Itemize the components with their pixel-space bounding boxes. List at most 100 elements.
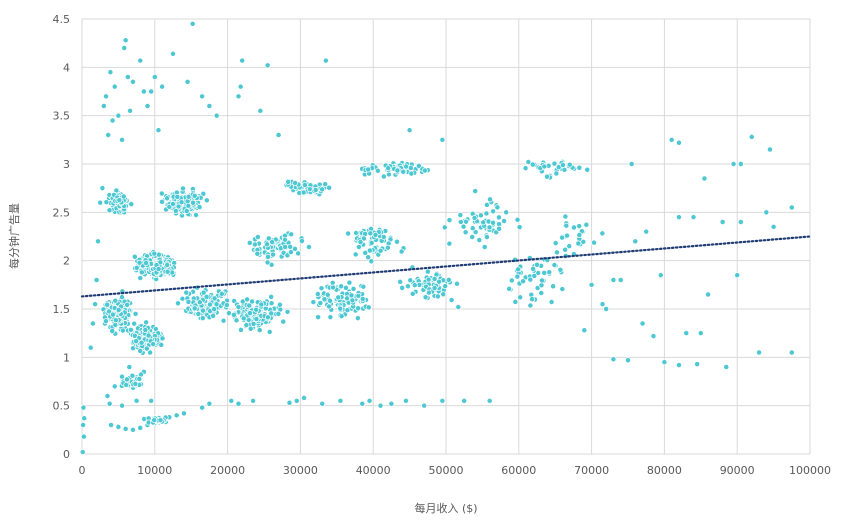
data-point <box>490 208 497 215</box>
data-point <box>527 302 534 309</box>
data-point <box>89 320 96 327</box>
data-point <box>525 159 532 165</box>
data-point <box>495 214 502 221</box>
data-point <box>268 310 275 317</box>
data-point <box>250 320 257 327</box>
data-point <box>552 240 559 247</box>
data-point <box>344 295 350 302</box>
data-point <box>377 247 384 254</box>
data-point <box>203 197 210 204</box>
data-point <box>530 265 537 272</box>
data-point <box>130 78 136 85</box>
data-point <box>576 164 583 171</box>
data-point <box>442 283 449 290</box>
data-point <box>196 299 203 306</box>
data-point <box>136 259 143 266</box>
data-point <box>138 269 145 276</box>
data-point <box>472 229 479 236</box>
data-point <box>306 244 312 250</box>
data-point <box>109 328 116 334</box>
data-point <box>610 356 617 363</box>
data-point <box>529 161 536 168</box>
data-point <box>372 231 379 238</box>
data-point <box>591 239 597 246</box>
data-point <box>544 173 550 180</box>
data-point <box>639 320 646 327</box>
data-point <box>148 88 155 95</box>
data-point <box>377 402 384 409</box>
data-point <box>196 204 203 211</box>
data-point <box>512 298 519 305</box>
data-point <box>566 161 573 168</box>
data-point <box>124 301 131 308</box>
data-point <box>151 250 158 257</box>
data-point <box>494 204 501 211</box>
linear-trendline <box>80 235 812 298</box>
data-point <box>469 225 476 232</box>
data-point <box>359 400 366 407</box>
data-point <box>81 415 88 422</box>
data-point <box>246 239 253 246</box>
data-point <box>514 273 521 280</box>
x-axis-title: 每月收入 ($) <box>414 501 477 515</box>
data-point <box>421 167 428 174</box>
data-point <box>548 299 555 305</box>
data-point <box>354 315 361 322</box>
x-tick-label: 20000 <box>210 464 245 477</box>
data-point <box>254 234 261 240</box>
data-point <box>183 208 190 215</box>
data-point <box>767 146 773 153</box>
y-tick-label: 1.5 <box>53 303 71 316</box>
data-point <box>486 224 493 231</box>
data-point <box>106 207 113 214</box>
data-point <box>517 294 524 301</box>
data-point <box>346 279 353 286</box>
y-tick-label: 4.5 <box>53 13 71 26</box>
data-point <box>210 312 216 319</box>
data-point <box>180 410 187 417</box>
data-point <box>683 330 690 337</box>
data-point <box>538 282 545 289</box>
data-point <box>327 297 334 304</box>
y-tick-label: 4 <box>63 61 70 74</box>
data-point <box>129 372 136 379</box>
data-point <box>185 298 192 305</box>
data-point <box>603 306 610 312</box>
data-point <box>676 362 682 369</box>
data-point <box>397 278 404 285</box>
data-point <box>394 238 400 245</box>
data-point <box>330 284 336 291</box>
data-point <box>191 192 198 199</box>
y-tick-label: 0.5 <box>53 400 71 413</box>
data-point <box>199 93 206 100</box>
data-point <box>200 190 207 197</box>
data-point <box>424 268 431 275</box>
data-point <box>158 190 165 197</box>
data-point <box>159 335 166 342</box>
data-point <box>119 327 126 334</box>
data-point <box>436 278 443 285</box>
y-tick-label: 2 <box>63 255 70 268</box>
data-point <box>461 397 468 404</box>
data-point <box>147 349 154 356</box>
data-point <box>425 276 432 283</box>
data-point <box>268 293 275 300</box>
data-point <box>326 184 333 191</box>
data-point <box>454 280 460 287</box>
data-point <box>650 333 657 340</box>
data-point <box>457 219 464 225</box>
data-point <box>409 290 416 297</box>
data-point <box>583 221 590 228</box>
data-point <box>737 161 744 167</box>
data-point <box>503 209 510 216</box>
data-point <box>318 285 325 292</box>
data-point <box>213 301 220 308</box>
y-tick-label: 3 <box>63 158 70 171</box>
data-point <box>100 103 107 109</box>
data-point <box>551 262 558 268</box>
data-point <box>472 188 479 195</box>
data-point <box>385 165 392 172</box>
data-point <box>258 301 265 308</box>
data-point <box>445 276 452 283</box>
data-point <box>99 185 106 192</box>
